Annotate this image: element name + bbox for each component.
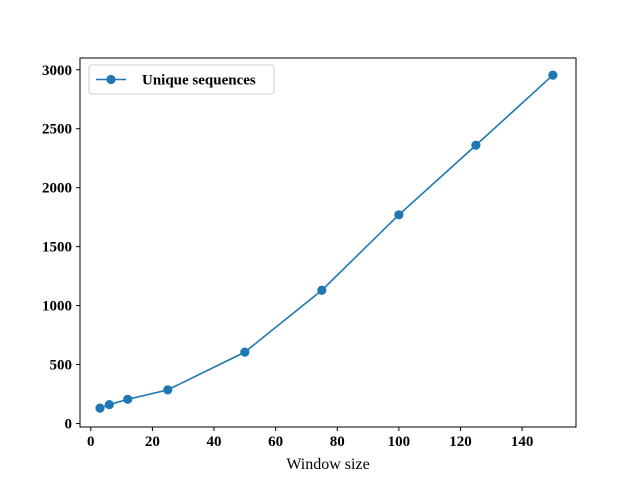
- data-point: [95, 403, 105, 413]
- x-tick-label: 100: [388, 434, 411, 450]
- data-point: [240, 347, 250, 357]
- axes: 0 20 40 60 80 100 120 140 0 500 1000 1500 2000 2500 30…: [42, 57, 577, 450]
- x-tick-label: 60: [268, 434, 283, 450]
- data-point: [104, 400, 114, 410]
- y-tick-label: 2000: [42, 181, 72, 197]
- data-point: [394, 210, 404, 220]
- series-layer: [95, 70, 558, 413]
- data-point: [163, 385, 173, 395]
- x-axis-label: Window size: [286, 456, 369, 473]
- y-tick-label: 0: [65, 416, 73, 432]
- x-tick-label: 0: [87, 434, 95, 450]
- data-point: [548, 70, 558, 80]
- data-point: [317, 285, 327, 295]
- legend-marker: [106, 74, 116, 85]
- legend: Unique sequences: [88, 64, 275, 95]
- x-tick-label: 20: [145, 434, 160, 450]
- data-point: [471, 140, 481, 150]
- y-tick-label: 1000: [42, 299, 72, 315]
- y-tick-label: 500: [50, 358, 73, 374]
- y-tick-label: 1500: [42, 240, 72, 256]
- x-tick-label: 140: [511, 434, 534, 450]
- legend-box: [88, 64, 275, 95]
- x-tick-label: 120: [449, 434, 472, 450]
- data-point: [123, 394, 133, 404]
- x-tick-label: 40: [207, 434, 222, 450]
- plot-frame: [79, 57, 577, 428]
- x-tick-label: 80: [330, 434, 345, 450]
- y-tick-label: 2500: [42, 122, 72, 138]
- y-tick-label: 3000: [42, 63, 72, 79]
- legend-label: Unique sequences: [142, 73, 256, 89]
